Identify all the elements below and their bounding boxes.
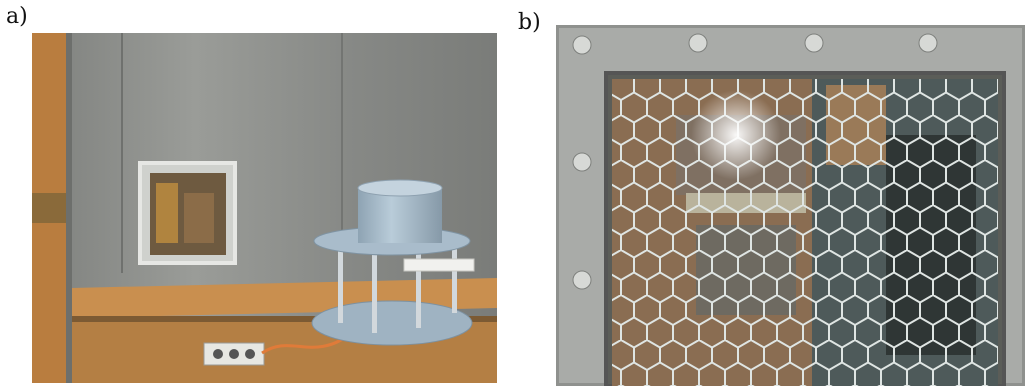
panel-a-label: a) [6, 4, 28, 29]
photo-b-illustration [556, 25, 1025, 386]
photo-panel-a [32, 33, 497, 383]
photo-a-illustration [32, 33, 497, 383]
photo-panel-b [556, 25, 1025, 386]
panel-b-label: b) [518, 10, 541, 35]
